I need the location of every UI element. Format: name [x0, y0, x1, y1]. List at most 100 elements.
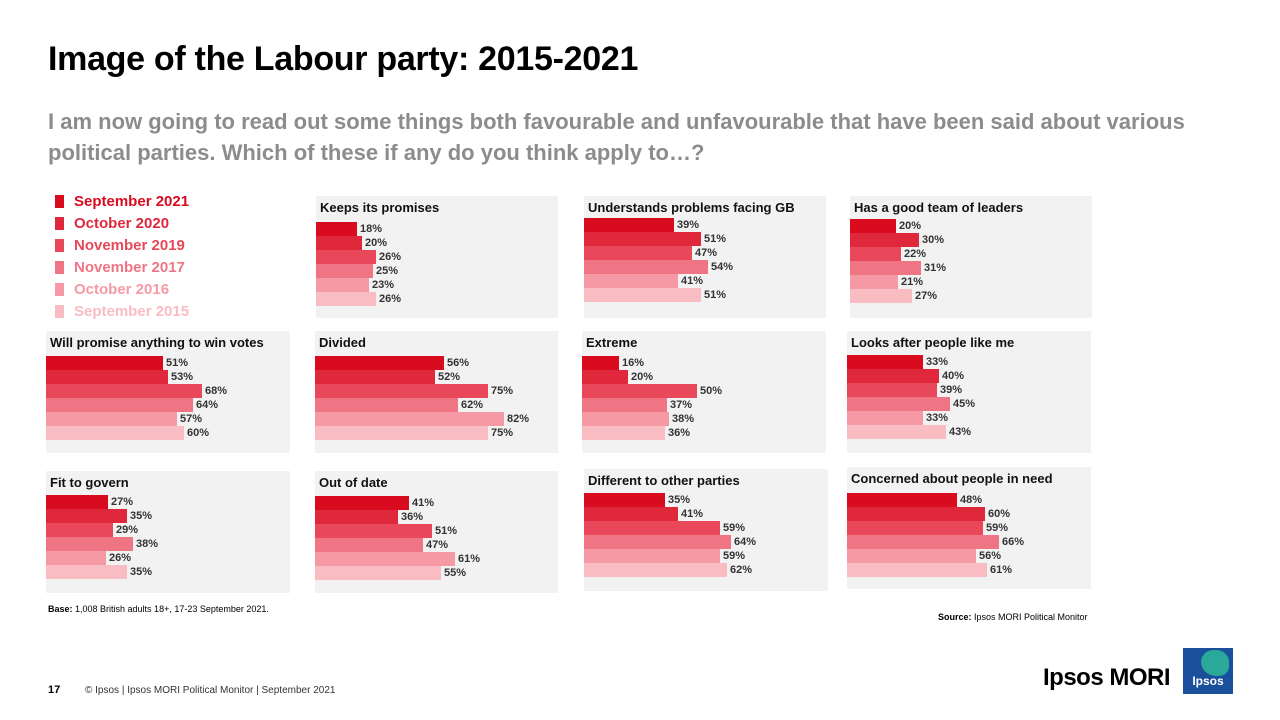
- data-label: 37%: [670, 399, 693, 411]
- data-label: 31%: [924, 262, 947, 274]
- bar: [847, 411, 923, 425]
- data-label: 36%: [401, 511, 424, 523]
- bar: [850, 289, 912, 303]
- data-label: 62%: [730, 564, 753, 576]
- bar: [847, 383, 937, 397]
- chart-panel: Out of date 41% 36% 51% 47% 61% 55%: [315, 471, 558, 593]
- data-label: 41%: [412, 497, 435, 509]
- bar: [850, 233, 919, 247]
- bar: [46, 370, 168, 384]
- legend-label: September 2015: [74, 302, 190, 320]
- bar: [582, 370, 628, 384]
- data-label: 39%: [677, 219, 700, 231]
- chart-legend: September 2021 October 2020 November 201…: [55, 190, 189, 322]
- data-label: 57%: [180, 413, 203, 425]
- bar: [316, 250, 376, 264]
- bar: [46, 356, 163, 370]
- chart-panel: Keeps its promises 18% 20% 26% 25% 23% 26%: [316, 196, 558, 318]
- data-label: 64%: [196, 399, 219, 411]
- bar: [315, 412, 504, 426]
- data-label: 82%: [507, 413, 530, 425]
- bar: [847, 507, 985, 521]
- data-label: 53%: [171, 371, 194, 383]
- base-text: 1,008 British adults 18+, 17-23 Septembe…: [72, 604, 269, 614]
- data-label: 51%: [435, 525, 458, 537]
- data-label: 23%: [372, 279, 395, 291]
- bar: [584, 563, 727, 577]
- legend-label: November 2017: [74, 258, 185, 276]
- bar: [847, 549, 976, 563]
- data-label: 68%: [205, 385, 228, 397]
- bar: [315, 496, 409, 510]
- legend-item: November 2017: [55, 256, 189, 278]
- panel-title: Will promise anything to win votes: [50, 335, 264, 350]
- data-label: 75%: [491, 385, 514, 397]
- data-label: 38%: [136, 538, 159, 550]
- data-label: 50%: [700, 385, 723, 397]
- data-label: 40%: [942, 370, 965, 382]
- legend-label: September 2021: [74, 192, 190, 210]
- bar: [847, 397, 950, 411]
- bar: [46, 495, 108, 509]
- data-label: 30%: [922, 234, 945, 246]
- data-label: 47%: [426, 539, 449, 551]
- data-label: 61%: [458, 553, 481, 565]
- panel-title: Looks after people like me: [851, 335, 1015, 350]
- bar: [315, 538, 423, 552]
- chart-panel: Extreme 16% 20% 50% 37% 38% 36%: [582, 331, 826, 453]
- data-label: 27%: [111, 496, 134, 508]
- legend-item: September 2021: [55, 190, 189, 212]
- bar: [315, 398, 458, 412]
- panel-title: Has a good team of leaders: [854, 200, 1024, 215]
- legend-swatch: [55, 238, 64, 252]
- data-label: 35%: [130, 510, 153, 522]
- logo-swoosh-icon: [1201, 650, 1229, 676]
- panel-title: Extreme: [586, 335, 638, 350]
- bar: [46, 412, 177, 426]
- bar: [850, 261, 921, 275]
- legend-item: November 2019: [55, 234, 189, 256]
- data-label: 22%: [904, 248, 927, 260]
- data-label: 51%: [704, 289, 727, 301]
- bar: [46, 565, 127, 579]
- bar: [315, 426, 488, 440]
- data-label: 20%: [899, 220, 922, 232]
- panel-title: Concerned about people in need: [851, 471, 1053, 486]
- source-text: Ipsos MORI Political Monitor: [971, 612, 1088, 622]
- bar: [582, 384, 697, 398]
- page-number: 17: [48, 684, 61, 696]
- legend-item: October 2020: [55, 212, 189, 234]
- bar: [46, 398, 193, 412]
- data-label: 51%: [166, 357, 189, 369]
- data-label: 60%: [988, 508, 1011, 520]
- source-note: Source: Ipsos MORI Political Monitor: [938, 612, 1088, 622]
- bar: [584, 246, 692, 260]
- panel-title: Understands problems facing GB: [588, 200, 795, 215]
- data-label: 54%: [711, 261, 734, 273]
- panel-title: Out of date: [319, 475, 388, 490]
- data-label: 48%: [960, 494, 983, 506]
- data-label: 66%: [1002, 536, 1025, 548]
- bar: [46, 523, 113, 537]
- chart-panel: Looks after people like me 33% 40% 39% 45% 33…: [847, 331, 1091, 453]
- legend-label: October 2016: [74, 280, 170, 298]
- page-title: Image of the Labour party: 2015-2021: [48, 40, 639, 78]
- bar: [315, 552, 455, 566]
- data-label: 60%: [187, 427, 210, 439]
- base-label: Base:: [48, 604, 73, 614]
- data-label: 59%: [723, 522, 746, 534]
- bar: [582, 426, 665, 440]
- bar: [584, 288, 701, 302]
- data-label: 61%: [990, 564, 1013, 576]
- bar: [315, 524, 432, 538]
- data-label: 21%: [901, 276, 924, 288]
- data-label: 26%: [109, 552, 132, 564]
- data-label: 51%: [704, 233, 727, 245]
- data-label: 55%: [444, 567, 467, 579]
- data-label: 59%: [986, 522, 1009, 534]
- data-label: 75%: [491, 427, 514, 439]
- bar: [847, 521, 983, 535]
- chart-panel: Divided 56% 52% 75% 62% 82% 75%: [315, 331, 558, 453]
- bar: [584, 218, 674, 232]
- bar: [46, 551, 106, 565]
